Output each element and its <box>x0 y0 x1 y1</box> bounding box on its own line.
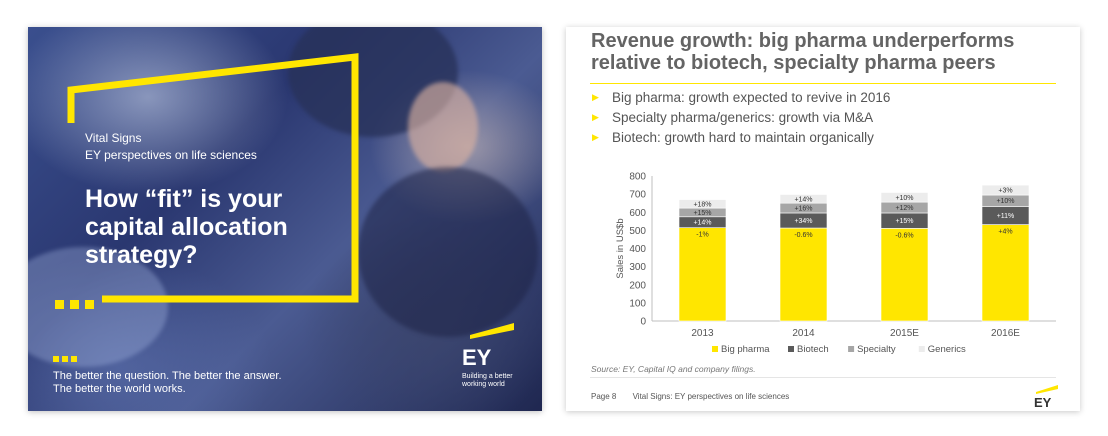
legend-swatch <box>848 346 855 352</box>
source-note: Source: EY, Capital IQ and company filin… <box>591 364 756 374</box>
y-tick-label: 800 <box>629 172 646 183</box>
data-label: +10% <box>895 195 913 202</box>
data-label: +16% <box>794 206 812 213</box>
data-label: +3% <box>998 188 1012 195</box>
yellow-frame-graphic <box>67 53 359 303</box>
yellow-dots-graphic <box>55 300 94 309</box>
bullet-arrow-icon: ▶ <box>592 131 599 142</box>
revenue-stacked-bar-chart: 0 100 200 300 400 500 600 700 800 Sales in US$b -1… <box>615 172 1056 355</box>
data-label: -1% <box>696 232 708 239</box>
x-tick-label: 2014 <box>792 328 815 339</box>
legend-label: Specialty <box>857 344 896 355</box>
bar-segment <box>779 227 828 322</box>
legend-swatch <box>918 346 925 352</box>
ey-logo-small: EY <box>1034 395 1052 409</box>
legend-swatch <box>712 346 718 352</box>
bar-segment <box>678 227 727 322</box>
bar-segment <box>880 192 929 203</box>
bullet-text: Specialty pharma/generics: growth via M&… <box>612 109 874 125</box>
data-label: +14% <box>794 196 812 203</box>
ey-logo-tagline: Building a better working world <box>462 373 513 388</box>
background-dumbbell-shape <box>358 167 538 337</box>
bullet-arrow-icon: ▶ <box>592 91 599 102</box>
bullet-arrow-icon: ▶ <box>592 111 599 122</box>
y-tick-label: 0 <box>640 317 646 328</box>
bullet-text: Big pharma: growth expected to revive in… <box>612 89 891 105</box>
legend-swatch <box>788 346 794 352</box>
content-slide[interactable]: Revenue growth: big pharma underperforms… <box>566 27 1080 411</box>
bullet-text: Biotech: growth hard to maintain organic… <box>612 129 874 145</box>
bullet-item: ▶ Biotech: growth hard to maintain organi… <box>592 127 890 147</box>
data-label: -0.6% <box>895 232 913 239</box>
data-label: -0.6% <box>794 232 812 239</box>
ey-logo-small-icon: EY <box>1034 385 1058 409</box>
x-tick-label: 2013 <box>691 328 714 339</box>
data-label: +14% <box>693 220 711 227</box>
data-label: +15% <box>895 218 913 225</box>
tagline: The better the question. The better the … <box>53 370 313 396</box>
bar-segment <box>880 228 929 322</box>
legend-label: Biotech <box>797 344 829 355</box>
slide-title: Revenue growth: big pharma underperforms… <box>591 30 1015 74</box>
bar-segment <box>779 194 828 204</box>
data-label: +4% <box>998 229 1012 236</box>
bullet-item: ▶ Big pharma: growth expected to revive i… <box>592 87 890 107</box>
tagline-line-1: The better the question. The better the … <box>53 370 282 382</box>
footer-divider <box>590 377 1056 378</box>
y-tick-label: 100 <box>629 298 646 309</box>
cover-slide[interactable]: Vital Signs EY perspectives on life scie… <box>28 27 542 411</box>
y-tick-label: 400 <box>629 244 646 255</box>
footer-publication: Vital Signs: EY perspectives on life sci… <box>632 392 790 401</box>
title-divider <box>590 83 1056 84</box>
data-label: +15% <box>693 210 711 217</box>
data-label: +10% <box>996 198 1014 205</box>
slide-footer: Page 8 Vital Signs: EY perspectives on l… <box>591 392 789 401</box>
y-axis-label: Sales in US$b <box>615 218 626 278</box>
ey-logo: EY <box>462 345 492 370</box>
publication-kicker: Vital Signs <box>85 131 142 145</box>
y-tick-label: 600 <box>629 208 646 219</box>
yellow-dots-small-graphic <box>53 356 77 362</box>
bar-segment <box>678 199 727 209</box>
legend-label: Big pharma <box>721 344 770 355</box>
bullet-item: ▶ Specialty pharma/generics: growth via M… <box>592 107 890 127</box>
data-label: +18% <box>693 201 711 208</box>
bar-segment <box>981 224 1030 322</box>
data-label: +34% <box>794 218 812 225</box>
y-tick-label: 500 <box>629 226 646 237</box>
cover-headline: How “fit” is your capital allocation str… <box>85 185 288 269</box>
legend-label: Generics <box>928 344 966 355</box>
bullet-list: ▶ Big pharma: growth expected to revive i… <box>592 87 890 147</box>
y-tick-label: 200 <box>629 280 646 291</box>
background-hand-shape <box>408 82 478 172</box>
x-tick-label: 2015E <box>890 328 919 339</box>
data-label: +11% <box>997 213 1015 220</box>
tagline-line-2: The better the world works. <box>53 383 186 395</box>
page-number: Page 8 <box>591 392 617 401</box>
x-tick-label: 2016E <box>991 328 1020 339</box>
publication-subtitle: EY perspectives on life sciences <box>85 148 257 162</box>
data-label: +12% <box>895 205 913 212</box>
y-tick-label: 700 <box>629 190 646 201</box>
ey-logo-beam-icon <box>470 323 514 339</box>
y-tick-label: 300 <box>629 262 646 273</box>
bar-segment <box>981 184 1030 196</box>
background-light-shape <box>28 247 168 367</box>
